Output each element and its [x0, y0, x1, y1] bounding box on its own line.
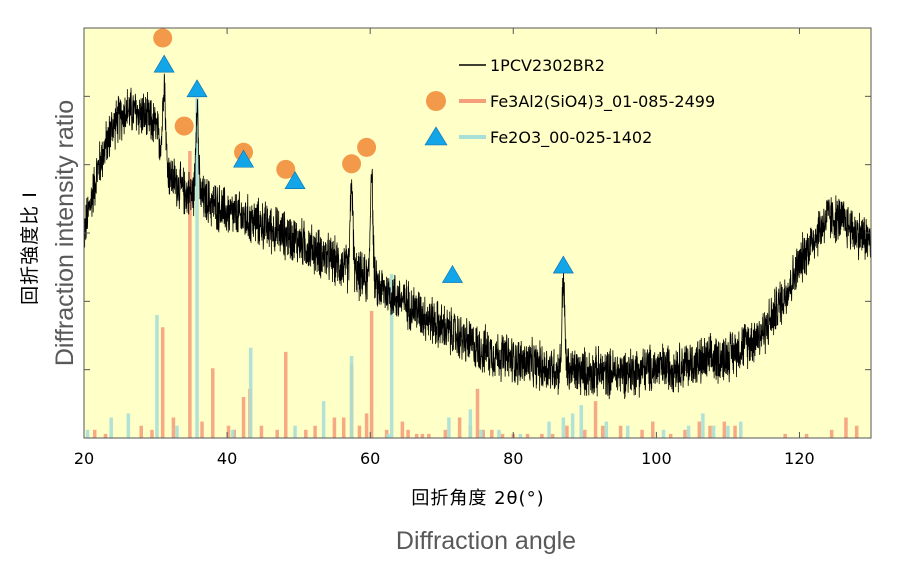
- legend-label-fe3al2: Fe3Al2(SiO4)3_01-085-2499: [490, 92, 715, 112]
- x-tick-label: 40: [217, 449, 237, 468]
- peak-marker-triangle: [153, 54, 175, 73]
- x-tick-label: 60: [360, 449, 380, 468]
- x-axis-title-en: Diffraction angle: [396, 527, 576, 555]
- peak-marker-circle: [342, 154, 362, 174]
- peak-marker-triangle: [552, 255, 574, 274]
- legend-label-measured: 1PCV2302BR2: [490, 56, 605, 75]
- peak-marker-circle: [276, 159, 296, 179]
- peak-marker-circle: [153, 28, 173, 48]
- x-tick-label: 20: [74, 449, 94, 468]
- legend-triangle-marker: [424, 126, 448, 146]
- peak-marker-triangle: [186, 79, 208, 98]
- peak-markers: [153, 28, 574, 283]
- peak-marker-triangle: [284, 171, 306, 189]
- peak-marker-triangle: [441, 264, 463, 283]
- legend-label-fe2o3: Fe2O3_00-025-1402: [490, 128, 652, 148]
- peak-marker-circle: [174, 116, 194, 136]
- y-axis-title-en: Diffraction intensity ratio: [51, 100, 79, 366]
- x-tick-label: 80: [503, 449, 523, 468]
- x-axis-ticks: 20 40 60 80 100 120: [74, 28, 815, 468]
- x-axis-title-jp: 回折角度 2θ(°): [411, 488, 544, 509]
- peak-marker-circle: [357, 137, 377, 157]
- x-tick-label: 100: [641, 449, 672, 468]
- measured-series: [83, 73, 872, 400]
- plot-background: [84, 28, 871, 438]
- peak-marker-triangle: [233, 149, 255, 168]
- y-axis-ticks: [84, 27, 871, 439]
- legend-circle-marker: [426, 91, 446, 111]
- y-axis-title-jp: 回折強度比 I: [19, 191, 41, 305]
- reference-sticks: [85, 97, 859, 438]
- x-tick-label: 120: [784, 449, 815, 468]
- legend: 1PCV2302BR2 Fe3Al2(SiO4)3_01-085-2499 Fe…: [424, 56, 715, 148]
- measured-trace: [83, 73, 872, 400]
